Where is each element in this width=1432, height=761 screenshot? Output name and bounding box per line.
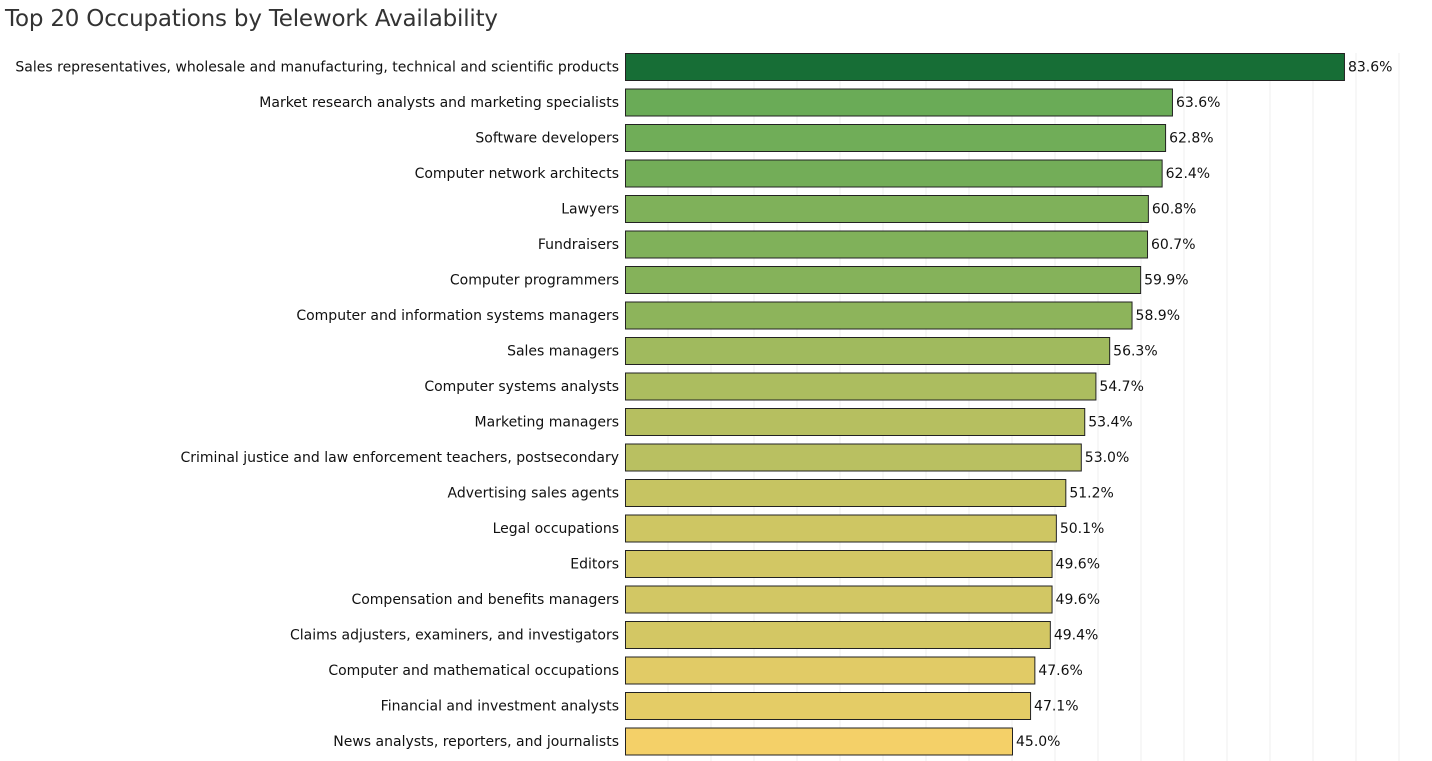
bar — [625, 514, 1057, 543]
bar — [625, 692, 1032, 720]
value-label: 49.4% — [1054, 628, 1098, 644]
bars — [625, 53, 1345, 756]
category-label: Fundraisers — [538, 237, 619, 253]
value-label: 47.6% — [1038, 663, 1082, 679]
value-label: 49.6% — [1056, 557, 1100, 573]
value-label: 50.1% — [1060, 521, 1104, 537]
chart-title: Top 20 Occupations by Telework Availabil… — [5, 6, 498, 32]
bar — [625, 230, 1149, 259]
value-label: 56.3% — [1113, 344, 1157, 360]
value-label: 45.0% — [1016, 734, 1060, 750]
category-label: Computer and mathematical occupations — [328, 663, 619, 679]
bar — [625, 88, 1173, 117]
bar — [625, 656, 1036, 685]
value-label: 63.6% — [1176, 95, 1220, 111]
value-label: 49.6% — [1056, 592, 1100, 608]
bar — [625, 337, 1111, 365]
category-label: News analysts, reporters, and journalist… — [333, 734, 619, 750]
bar — [625, 301, 1133, 330]
value-label: 62.4% — [1166, 166, 1210, 182]
category-label: Software developers — [475, 131, 619, 147]
bar — [625, 53, 1345, 81]
bar — [625, 727, 1013, 756]
category-label: Legal occupations — [493, 521, 619, 537]
value-labels: 83.6% 63.6% 62.8% 62.4% 60.8% 60.7% 59.9% 58.9%… — [1016, 60, 1392, 751]
bar — [625, 443, 1082, 472]
category-label: Computer systems analysts — [424, 379, 619, 395]
category-label: Computer network architects — [415, 166, 619, 182]
bar — [625, 159, 1163, 188]
bar — [625, 408, 1086, 436]
bar — [625, 621, 1051, 649]
category-label: Financial and investment analysts — [381, 699, 619, 715]
value-label: 58.9% — [1136, 308, 1180, 324]
value-label: 83.6% — [1348, 60, 1392, 76]
bar — [625, 195, 1149, 223]
bar — [625, 124, 1167, 152]
value-label: 53.4% — [1088, 415, 1132, 431]
category-label: Claims adjusters, examiners, and investi… — [290, 628, 619, 644]
bar — [625, 550, 1053, 578]
bar — [625, 585, 1053, 614]
category-label: Computer programmers — [450, 273, 619, 289]
category-label: Advertising sales agents — [448, 486, 620, 502]
category-label: Criminal justice and law enforcement tea… — [181, 450, 620, 466]
value-label: 47.1% — [1034, 699, 1078, 715]
category-label: Sales representatives, wholesale and man… — [15, 60, 619, 76]
value-label: 51.2% — [1069, 486, 1113, 502]
value-label: 60.7% — [1151, 237, 1195, 253]
bar — [625, 266, 1142, 294]
category-label: Lawyers — [561, 202, 619, 218]
value-label: 54.7% — [1099, 379, 1143, 395]
gridlines — [667, 53, 1400, 761]
category-label: Computer and information systems manager… — [296, 308, 619, 324]
value-label: 62.8% — [1169, 131, 1213, 147]
category-label: Compensation and benefits managers — [351, 592, 619, 608]
value-label: 59.9% — [1144, 273, 1188, 289]
bar — [625, 479, 1067, 507]
value-label: 60.8% — [1152, 202, 1196, 218]
category-label: Market research analysts and marketing s… — [259, 95, 619, 111]
category-label: Marketing managers — [475, 415, 619, 431]
bar — [625, 372, 1097, 401]
value-label: 53.0% — [1085, 450, 1129, 466]
category-label: Editors — [570, 557, 619, 573]
category-label: Sales managers — [507, 344, 619, 360]
category-labels: Sales representatives, wholesale and man… — [15, 60, 619, 751]
